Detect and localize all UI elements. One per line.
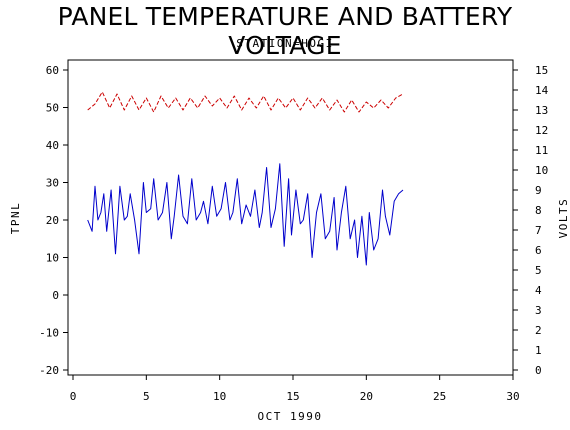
y-right-tick-label-12: 12 <box>535 124 548 137</box>
y-right-tick-label-1: 1 <box>535 344 542 357</box>
y-right-tick-label-6: 6 <box>535 244 542 257</box>
x-tick-label-0: 0 <box>70 390 77 403</box>
chart-title: PANEL TEMPERATURE AND BATTERY VOLTAGE <box>57 2 513 60</box>
y-right-tick-label-15: 15 <box>535 64 548 77</box>
panel-temperature-line <box>87 163 404 266</box>
x-tick-label-25: 25 <box>433 390 446 403</box>
y-right-tick-label-14: 14 <box>535 84 549 97</box>
y-right-tick-label-10: 10 <box>535 164 548 177</box>
x-axis-title: OCT 1990 <box>258 410 323 423</box>
x-tick-label-20: 20 <box>360 390 373 403</box>
y-right-tick-label-9: 9 <box>535 184 542 197</box>
x-tick-label-10: 10 <box>213 390 226 403</box>
y-left-tick-label-60: 60 <box>46 64 59 77</box>
y-left-tick-label-10: 10 <box>46 252 59 265</box>
y-axis-left: -20 -10 0 10 20 30 40 50 60 <box>39 64 68 377</box>
y-right-tick-label-4: 4 <box>535 284 542 297</box>
y-right-tick-label-5: 5 <box>535 264 542 277</box>
y-left-tick-label-50: 50 <box>46 102 59 115</box>
y-left-tick-label--20: -20 <box>39 364 59 377</box>
x-tick-label-5: 5 <box>143 390 150 403</box>
x-tick-label-30: 30 <box>506 390 519 403</box>
y-right-tick-label-0: 0 <box>535 364 542 377</box>
y-right-tick-label-8: 8 <box>535 204 542 217</box>
x-axis: 0 5 10 15 20 25 30 <box>70 375 520 403</box>
y-right-tick-label-11: 11 <box>535 144 548 157</box>
y-right-tick-label-3: 3 <box>535 304 542 317</box>
y-left-tick-label-40: 40 <box>46 139 59 152</box>
y-right-tick-label-2: 2 <box>535 324 542 337</box>
chart-subtitle: STATION=HOGI <box>236 37 334 50</box>
battery-voltage-line <box>87 91 404 113</box>
y-left-tick-label-20: 20 <box>46 214 59 227</box>
plot-frame <box>67 59 514 376</box>
y-axis-right-title: VOLTS <box>557 198 570 239</box>
series-layer <box>87 91 404 266</box>
y-right-tick-label-13: 13 <box>535 104 548 117</box>
y-left-tick-label--10: -10 <box>39 327 59 340</box>
y-left-tick-label-0: 0 <box>52 289 59 302</box>
y-axis-left-title: TPNL <box>9 202 22 235</box>
y-right-tick-label-7: 7 <box>535 224 542 237</box>
y-left-tick-label-30: 30 <box>46 177 59 190</box>
x-tick-label-15: 15 <box>286 390 299 403</box>
